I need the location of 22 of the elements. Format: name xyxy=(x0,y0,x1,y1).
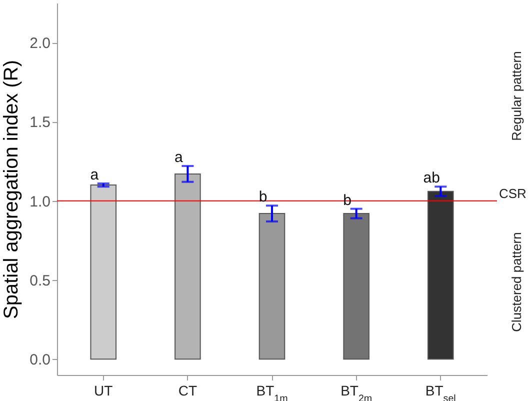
x-tick-label: BT$_{2m}$ xyxy=(340,382,372,401)
annotation: ab xyxy=(423,170,440,187)
text: Regular pattern xyxy=(509,51,524,141)
y-tick-label: 0.0 xyxy=(30,352,50,369)
x-tick-label: BT$_{sel}$ xyxy=(425,382,456,401)
y-tick-label: 0.5 xyxy=(30,272,50,290)
annotation: a xyxy=(90,166,100,184)
y-axis-title: Spatial aggregation index (R) xyxy=(0,60,23,320)
x-tick-label: UT xyxy=(94,382,114,398)
y-tick-label: 1.5 xyxy=(30,114,50,132)
bar xyxy=(258,213,286,360)
ref-line-label: CSR xyxy=(499,186,526,201)
bar xyxy=(174,173,201,360)
annotation: a xyxy=(174,149,184,166)
x-tick-label: BT$_{1m}$ xyxy=(256,382,288,401)
y-tick-label: 1.0 xyxy=(30,193,50,210)
bar xyxy=(343,213,370,360)
bar xyxy=(427,190,454,360)
y-tick-label: 2.0 xyxy=(30,35,50,52)
text: Clustered pattern xyxy=(509,232,524,332)
bar xyxy=(90,184,117,360)
x-tick-label: CT xyxy=(178,382,198,398)
